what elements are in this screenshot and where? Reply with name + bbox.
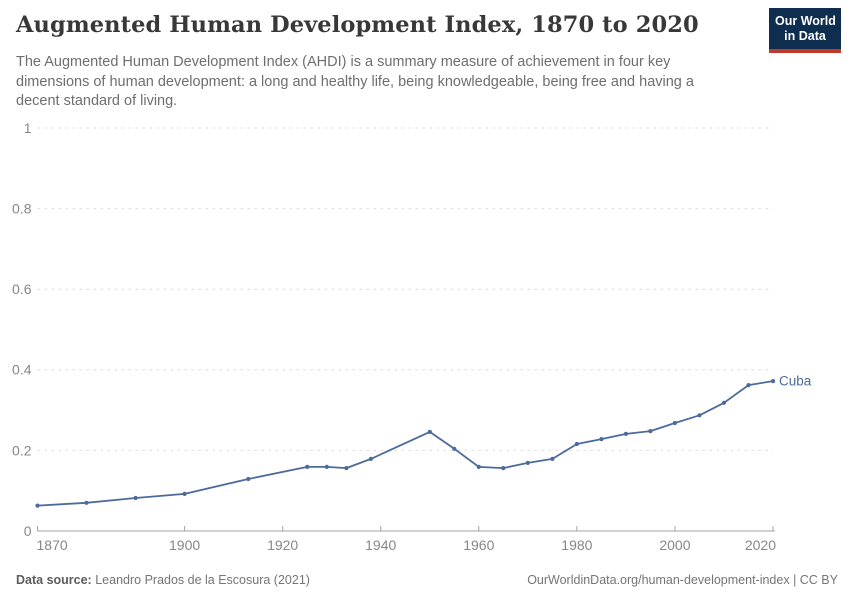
data-point (84, 500, 89, 505)
data-point (246, 476, 251, 482)
data-point (550, 456, 555, 461)
x-axis-tick-label: 1900 (169, 537, 200, 553)
data-source-label: Data source: (16, 573, 92, 587)
page-title: Augmented Human Development Index, 1870 … (16, 12, 699, 38)
y-axis-tick-label: 0.6 (12, 281, 32, 297)
y-axis-tick-label: 0 (24, 523, 32, 539)
data-point (368, 456, 373, 461)
x-axis-tick-label: 1870 (37, 537, 68, 553)
data-point (344, 466, 349, 471)
x-axis-tick-label: 2000 (659, 537, 690, 553)
data-point (35, 503, 40, 508)
data-point (133, 495, 138, 501)
data-source: Data source: Leandro Prados de la Escosu… (16, 573, 310, 587)
x-axis-tick-label: 1940 (365, 537, 396, 553)
chart-subtitle: The Augmented Human Development Index (A… (16, 54, 694, 109)
y-axis-tick-label: 0.8 (12, 201, 32, 217)
owid-logo-line2: in Data (784, 29, 826, 43)
y-axis-tick-label: 0.2 (12, 442, 32, 458)
data-point (476, 464, 481, 469)
y-axis-tick-label: 0.4 (12, 362, 32, 378)
data-point (599, 437, 604, 442)
x-axis-tick-label: 1980 (561, 537, 592, 553)
data-point (525, 460, 530, 465)
owid-logo[interactable]: Our World in Data (769, 8, 841, 53)
chart-footer: Data source: Leandro Prados de la Escosu… (16, 573, 838, 587)
series-end-label: Cuba (779, 374, 812, 389)
data-point (324, 464, 329, 469)
x-axis-tick-label: 1960 (463, 537, 494, 553)
y-axis-tick-label: 1 (24, 120, 32, 136)
series-line-cuba (36, 380, 774, 507)
x-axis-tick-label: 1920 (267, 537, 298, 553)
data-point (672, 420, 678, 426)
data-point (746, 383, 751, 388)
data-point (648, 429, 653, 434)
data-point (770, 379, 776, 384)
data-point (452, 446, 457, 451)
footer-citation-link[interactable]: OurWorldinData.org/human-development-ind… (527, 573, 838, 587)
data-point (427, 429, 432, 434)
data-point (623, 431, 629, 436)
data-point (697, 413, 702, 418)
data-point (305, 464, 310, 469)
owid-logo-line1: Our World (775, 14, 836, 28)
x-axis-tick-label: 2020 (745, 537, 776, 553)
data-source-value: Leandro Prados de la Escosura (2021) (95, 573, 310, 587)
data-point (501, 466, 506, 471)
data-point (721, 400, 727, 405)
data-point (574, 441, 580, 447)
data-point (182, 491, 187, 496)
